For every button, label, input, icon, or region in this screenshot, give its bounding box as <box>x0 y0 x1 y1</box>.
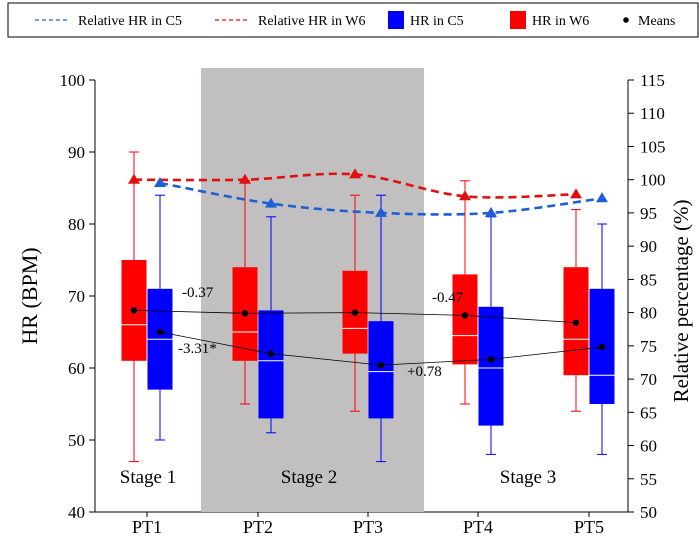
legend-label: Relative HR in W6 <box>258 14 365 29</box>
box-c5-pt3 <box>368 321 394 419</box>
x-tick-label: PT2 <box>243 517 273 537</box>
y2-axis-label: Relative percentage (%) <box>669 200 693 403</box>
legend-frame <box>7 2 699 38</box>
y2-tick-label: 75 <box>640 337 657 356</box>
relative-marker <box>128 173 140 184</box>
y2-tick-label: 90 <box>640 237 657 256</box>
mean-point <box>572 319 580 326</box>
annotation-label: -3.31* <box>178 341 217 357</box>
relative-marker <box>349 168 361 179</box>
legend-swatch-box <box>388 11 404 29</box>
y2-tick-label: 85 <box>640 270 657 289</box>
legend-label: HR in C5 <box>410 14 464 29</box>
box-c5-pt2 <box>258 310 284 419</box>
relative-marker <box>459 190 471 201</box>
mean-point <box>461 312 469 319</box>
y2-tick-label: 55 <box>640 470 657 489</box>
box-c5-pt4 <box>478 306 504 426</box>
y2-tick-label: 60 <box>640 437 657 456</box>
annotation-label: -0.37 <box>182 285 214 301</box>
mean-point <box>156 328 164 336</box>
y-tick-label: 40 <box>68 503 85 522</box>
y2-tick-label: 65 <box>640 403 657 422</box>
y2-tick-label: 105 <box>640 137 666 156</box>
legend: Relative HR in C5 Relative HR in W6 HR in … <box>35 11 675 29</box>
box-w6-pt4 <box>452 274 478 365</box>
plot-area: 40 50 60 70 80 90 100 50 55 60 65 70 75 80 85 90 95 100 10… <box>60 68 666 537</box>
legend-entry: HR in W6 <box>510 11 589 29</box>
mean-point <box>598 343 606 351</box>
legend-label: Relative HR in C5 <box>78 14 182 29</box>
y2-tick-label: 70 <box>640 370 657 389</box>
y-axis-label: HR (BPM) <box>17 247 42 344</box>
mean-point <box>267 350 275 357</box>
annotation-label: -0.47 <box>432 290 464 306</box>
legend-label: Means <box>638 14 675 29</box>
y-tick-label: 70 <box>68 287 85 306</box>
legend-entry: HR in C5 <box>388 11 464 29</box>
y-tick-label: 100 <box>60 71 86 90</box>
y2-tick-label: 100 <box>640 171 666 190</box>
y2-tick-label: 50 <box>640 503 657 522</box>
x-tick-label: PT5 <box>574 517 604 537</box>
mean-point <box>351 309 359 316</box>
x-tick-label: PT4 <box>463 517 493 537</box>
legend-swatch-dot <box>623 17 629 23</box>
relative-marker <box>485 206 497 217</box>
relative-marker <box>375 206 387 217</box>
stage-label: Stage 2 <box>281 467 337 488</box>
y2-tick-label: 95 <box>640 204 657 223</box>
x-tick-label: PT1 <box>132 517 162 537</box>
y2-tick-label: 80 <box>640 304 657 323</box>
relative-marker <box>570 188 582 199</box>
stage-label: Stage 3 <box>500 467 556 488</box>
x-tick-label: PT3 <box>353 517 383 537</box>
mean-point <box>130 307 138 314</box>
legend-label: HR in W6 <box>532 14 589 29</box>
legend-swatch-box <box>510 11 526 29</box>
relative-marker <box>239 173 251 184</box>
y-tick-label: 80 <box>68 215 85 234</box>
mean-point <box>487 356 495 363</box>
y-tick-label: 60 <box>68 359 85 378</box>
relative-marker <box>265 197 277 208</box>
legend-entry: Relative HR in C5 <box>35 14 182 29</box>
annotation-label: +0.78 <box>407 364 442 380</box>
legend-entry: Means <box>623 14 675 29</box>
y-tick-label: 50 <box>68 431 85 450</box>
mean-point <box>377 361 385 369</box>
relative-marker <box>596 192 608 203</box>
y2-tick-label: 110 <box>640 104 665 123</box>
y2-tick-label: 115 <box>640 71 665 90</box>
y-tick-label: 90 <box>68 143 85 162</box>
mean-point <box>241 310 249 317</box>
legend-entry: Relative HR in W6 <box>215 14 365 29</box>
relative-marker <box>154 177 166 188</box>
stage-label: Stage 1 <box>120 467 176 488</box>
